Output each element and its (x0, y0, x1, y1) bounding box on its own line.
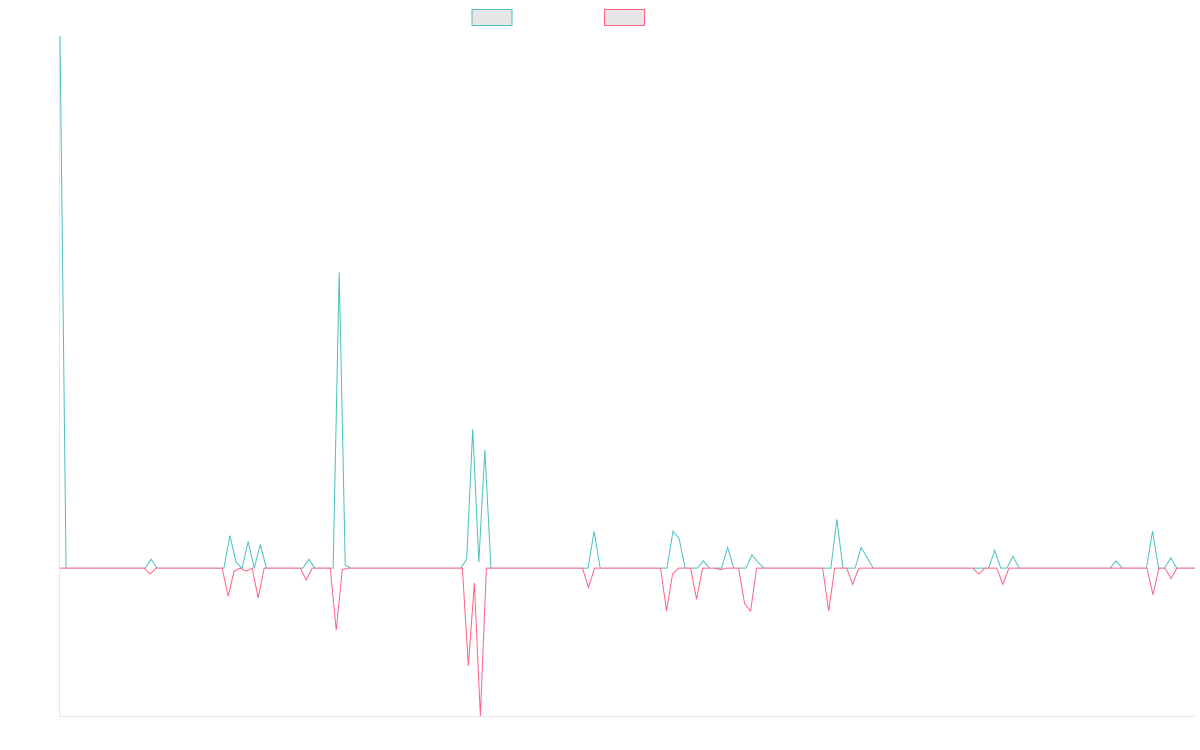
series-line-2 (60, 567, 1195, 717)
legend (471, 9, 645, 26)
legend-swatch-series-2[interactable] (604, 9, 645, 26)
series-line-1 (59, 35, 1195, 570)
legend-swatch-series-1[interactable] (471, 9, 513, 26)
series-layer (59, 35, 1195, 717)
plot-area (59, 35, 1195, 717)
